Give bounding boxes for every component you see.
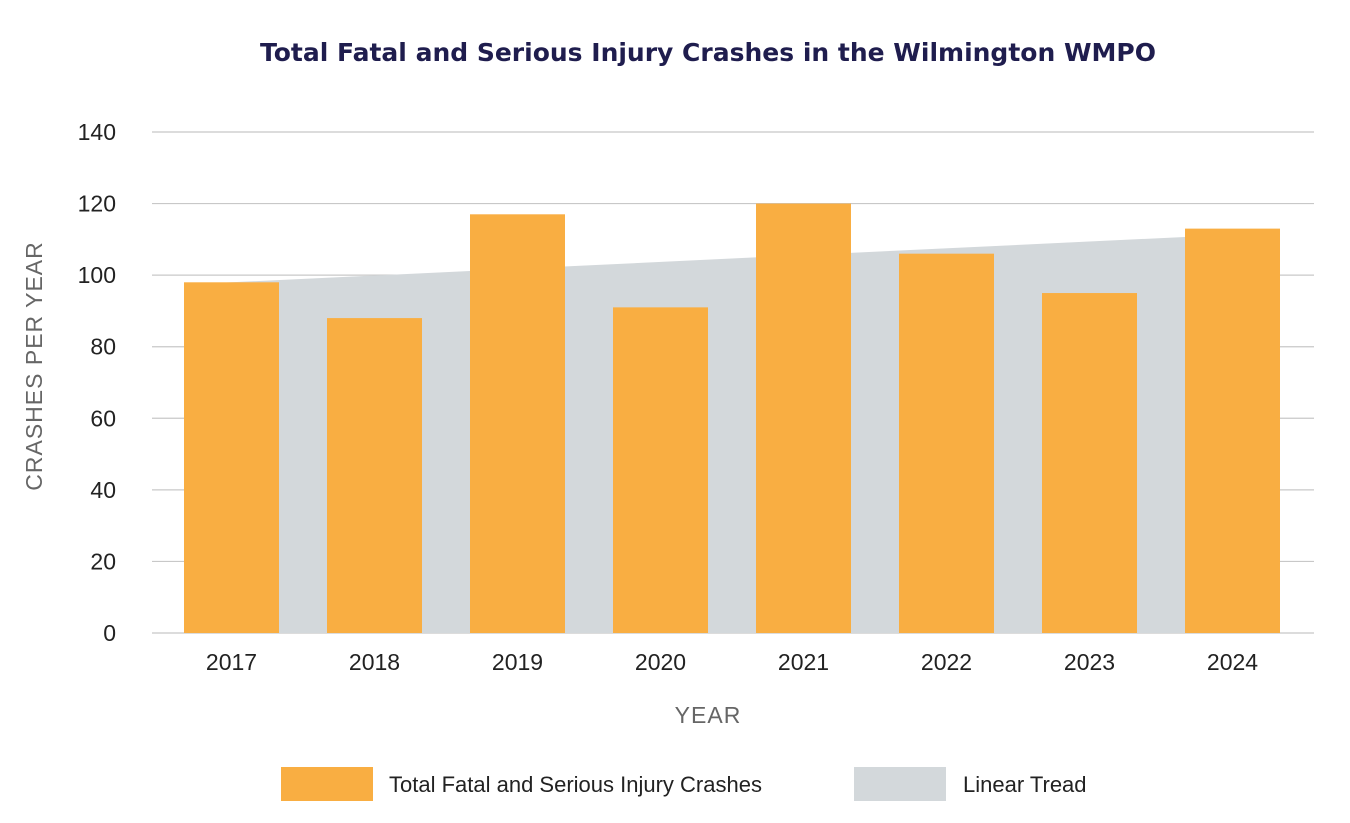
y-tick-label-100: 100 [78, 262, 116, 288]
y-tick-label-0: 0 [103, 620, 116, 646]
legend-swatch-crashes [281, 767, 373, 801]
bar-2024 [1185, 228, 1280, 633]
bar-2017 [184, 282, 279, 633]
y-tick-label-20: 20 [90, 548, 116, 574]
bar-2018 [327, 318, 422, 633]
bar-2019 [470, 214, 565, 634]
legend-label-trend: Linear Tread [963, 772, 1087, 797]
y-tick-label-40: 40 [90, 477, 116, 503]
legend-swatch-trend [854, 767, 946, 801]
chart-title: Total Fatal and Serious Injury Crashes i… [260, 38, 1156, 67]
x-axis-label: YEAR [675, 702, 742, 728]
x-tick-label-2021: 2021 [778, 649, 829, 675]
x-tick-labels: 2017 2018 2019 2020 2021 2022 2023 2024 [206, 649, 1258, 675]
y-axis-label: CRASHES PER YEAR [21, 241, 47, 490]
trend-area [184, 232, 1280, 633]
x-tick-label-2023: 2023 [1064, 649, 1115, 675]
x-tick-label-2020: 2020 [635, 649, 686, 675]
legend: Total Fatal and Serious Injury Crashes L… [281, 767, 1087, 801]
y-tick-label-140: 140 [78, 119, 116, 145]
bars-layer [184, 203, 1280, 634]
bar-2021 [756, 203, 851, 634]
x-tick-label-2017: 2017 [206, 649, 257, 675]
legend-label-crashes: Total Fatal and Serious Injury Crashes [389, 772, 762, 797]
trend-area-layer [184, 232, 1280, 633]
bar-2020 [613, 307, 708, 633]
x-tick-label-2018: 2018 [349, 649, 400, 675]
x-tick-label-2022: 2022 [921, 649, 972, 675]
y-tick-label-120: 120 [78, 191, 116, 217]
x-tick-label-2019: 2019 [492, 649, 543, 675]
y-tick-label-80: 80 [90, 334, 116, 360]
bar-2022 [899, 253, 994, 633]
bar-2023 [1042, 293, 1137, 633]
x-tick-label-2024: 2024 [1207, 649, 1258, 675]
y-tick-label-60: 60 [90, 405, 116, 431]
y-tick-labels: 0 20 40 60 80 100 120 140 [78, 119, 116, 646]
